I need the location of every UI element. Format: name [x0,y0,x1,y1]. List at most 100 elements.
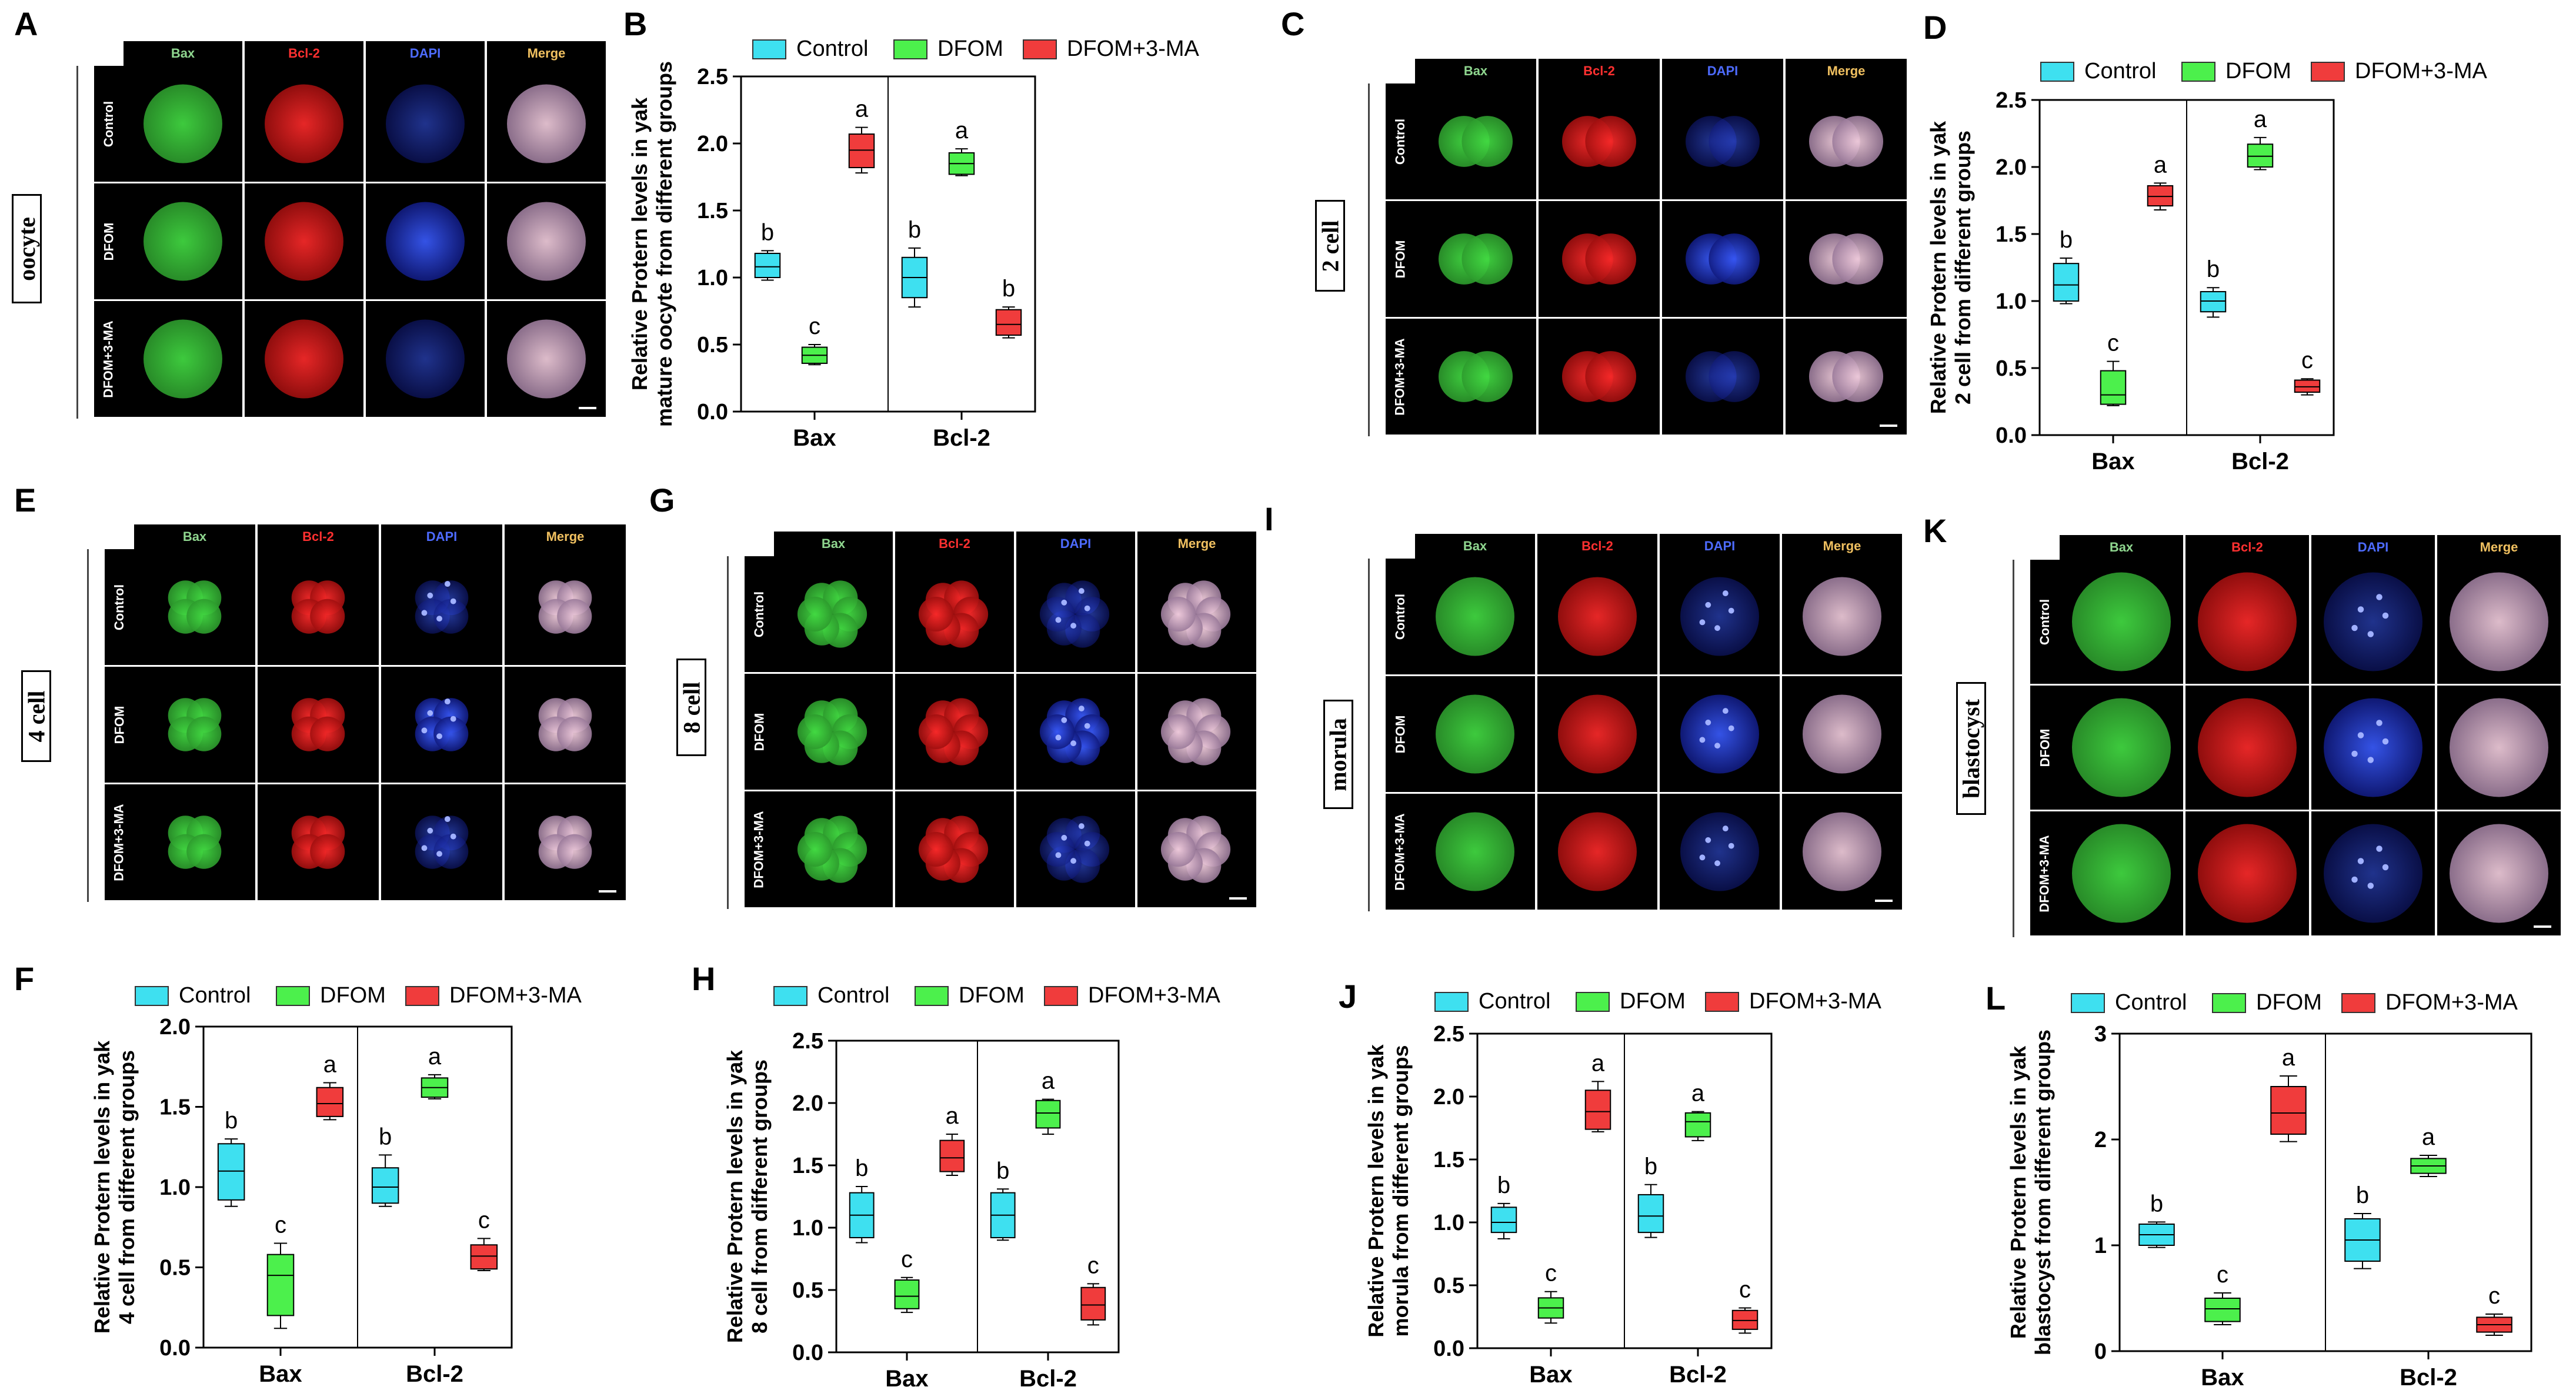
stage-divider-line [1368,559,1370,911]
embryo-shape [310,834,345,869]
micrograph-image [415,698,469,751]
legend-swatch [893,39,927,59]
legend-label: DFOM+3-MA [2385,990,2518,1015]
micrograph-cell [1786,201,1907,317]
y-axis-label-line2: 4 cell from different groups [115,1050,139,1324]
significance-letter: a [428,1044,442,1070]
legend-swatch [1044,986,1078,1006]
y-tick-label: 2.5 [1996,88,2027,113]
box-dfom-bcl2: a [2247,106,2274,171]
embryo-shape [2072,698,2171,797]
box-dfom3ma-bax: a [316,1052,344,1121]
micrograph-image [1558,694,1637,774]
legend-swatch [2040,62,2074,82]
legend-label: Control [817,983,890,1008]
embryo-shape [1039,831,1075,867]
nucleus-dot [421,727,428,734]
scale-bar [1875,900,1893,902]
micrograph-cell [245,301,363,417]
stage-divider-line [727,556,729,909]
embryo-shape [918,714,954,750]
nucleus-dot [2376,720,2383,726]
micrograph-image [386,202,465,281]
box-dfom3ma-bax: a [2147,152,2174,210]
significance-letter: b [379,1124,392,1149]
y-axis-label: Relative Protern levels in yak [1364,1044,1388,1337]
y-axis-label: Relative Protern levels in yak [90,1040,114,1333]
embryo-shape [1461,351,1513,402]
embryo-shape [2324,698,2422,797]
x-category-label: Bcl-2 [1669,1362,1727,1388]
significance-letter: c [901,1246,913,1272]
box-body [2247,143,2274,168]
embryo-shape [1832,351,1884,402]
nucleus-dot [1078,588,1085,594]
box-dfom3ma-bcl2: b [995,276,1022,339]
micrograph-cell [774,556,893,672]
stage-divider-line [2013,560,2014,937]
micrograph-image [2450,824,2548,923]
embryo-shape [1436,577,1514,656]
micrograph-cell [2437,686,2561,810]
micrograph-cell [487,66,606,182]
embryo-shape [310,716,345,751]
row-label: DFOM [94,183,124,299]
micrograph-cell [2311,811,2435,935]
legend-swatch [1434,992,1469,1012]
row-label: Control [1386,83,1415,199]
box-control-bax: b [849,1155,875,1244]
box-body [316,1087,344,1117]
embryo-shape [1803,694,1881,774]
box-dfom-bcl2: a [421,1044,449,1099]
micrograph-cell [895,556,1014,672]
legend-label: DFOM+3-MA [449,983,582,1008]
nucleus-dot [1722,708,1729,714]
nucleus-dot [1061,717,1067,723]
micrograph-image [1680,577,1759,656]
micrograph-image [1039,816,1110,883]
nucleus-dot [450,716,456,722]
box-dfom3ma-bax: a [939,1103,965,1176]
nucleus-dot [2351,876,2358,883]
row-label: DFOM+3-MA [1386,319,1415,435]
embryo-shape [433,716,469,751]
box-body [2053,263,2080,302]
micrograph-cell [1137,556,1256,672]
micrograph-image [507,319,586,399]
micrograph-cell [366,66,485,182]
micrograph-cell [366,183,485,299]
nucleus-dot [427,592,433,599]
significance-letter: c [2107,330,2119,356]
y-tick-label: 2.5 [792,1029,823,1054]
legend-swatch [1576,992,1610,1012]
micrograph-image [386,319,465,399]
y-axis-label-line2: 2 cell from different groups [1951,131,1975,405]
box-body [371,1167,399,1204]
nucleus-dot [1070,740,1076,747]
significance-letter: a [1691,1081,1705,1107]
panel-letter-j: J [1339,978,1357,1015]
panel-letter-l: L [1986,980,2006,1017]
micrograph-cell [1537,559,1657,674]
box-control-bcl2: b [901,217,928,308]
nucleus-dot [2351,750,2358,757]
micrograph-image [265,202,343,281]
row-label: DFOM [745,674,774,790]
embryo-shape [1436,812,1514,891]
panel-letter-b: B [623,5,648,42]
row-label: Control [94,66,124,182]
micrograph-image [1558,812,1637,891]
micrograph-image [1803,577,1881,656]
embryo-shape [1558,577,1637,656]
micrograph-image [1436,577,1514,656]
embryo-shape [2450,824,2548,923]
embryo-shape [2072,824,2171,923]
significance-letter: b [2207,256,2220,282]
nucleus-dot [2376,594,2383,600]
significance-letter: b [2150,1191,2163,1216]
micrograph-cell [245,66,363,182]
embryo-shape [1709,351,1760,402]
micrograph-cell [895,674,1014,790]
